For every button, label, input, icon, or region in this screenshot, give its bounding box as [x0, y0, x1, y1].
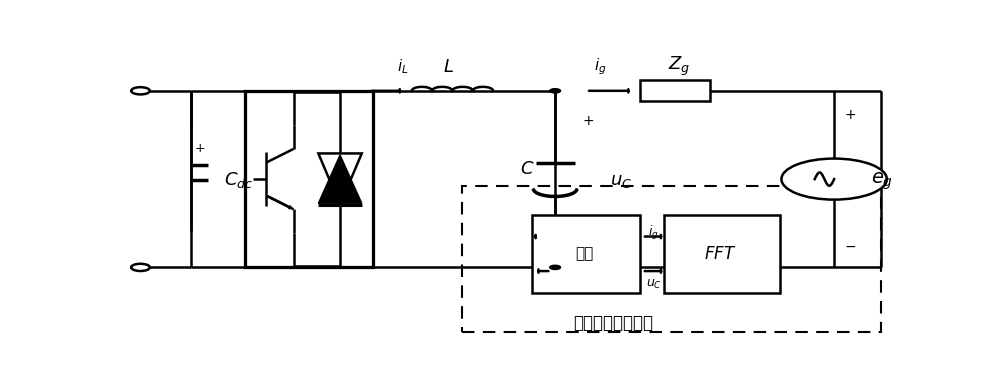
Text: $i_g$: $i_g$	[648, 224, 659, 242]
Text: $C$: $C$	[520, 160, 534, 178]
Text: $i_L$: $i_L$	[397, 57, 408, 76]
Text: $-$: $-$	[582, 235, 595, 249]
Circle shape	[131, 87, 150, 94]
Text: $FFT$: $FFT$	[704, 245, 736, 263]
Text: $L$: $L$	[443, 58, 454, 76]
Text: $-$: $-$	[844, 239, 856, 253]
Text: $+$: $+$	[194, 142, 205, 155]
Bar	[245, 91, 373, 267]
Polygon shape	[318, 153, 362, 205]
Text: 采样: 采样	[575, 246, 594, 261]
Text: $+$: $+$	[582, 114, 595, 128]
Text: $+$: $+$	[844, 108, 856, 122]
Text: $u_C$: $u_C$	[646, 278, 662, 290]
Text: $Z_g$: $Z_g$	[668, 55, 690, 78]
Text: 电网阻抗辨识算法: 电网阻抗辨识算法	[573, 314, 653, 332]
Text: $u_C$: $u_C$	[610, 172, 632, 191]
Bar	[462, 186, 881, 332]
Circle shape	[550, 89, 561, 93]
Text: $C_{dc}$: $C_{dc}$	[224, 170, 254, 190]
Circle shape	[550, 265, 561, 269]
Text: $e_g$: $e_g$	[871, 171, 893, 192]
Circle shape	[781, 159, 887, 200]
Bar	[664, 214, 780, 293]
Circle shape	[131, 264, 150, 271]
Bar	[640, 80, 710, 102]
Bar	[532, 214, 640, 293]
Polygon shape	[318, 155, 362, 203]
Text: $i_g$: $i_g$	[594, 56, 606, 77]
Text: $PCC$: $PCC$	[578, 261, 610, 277]
